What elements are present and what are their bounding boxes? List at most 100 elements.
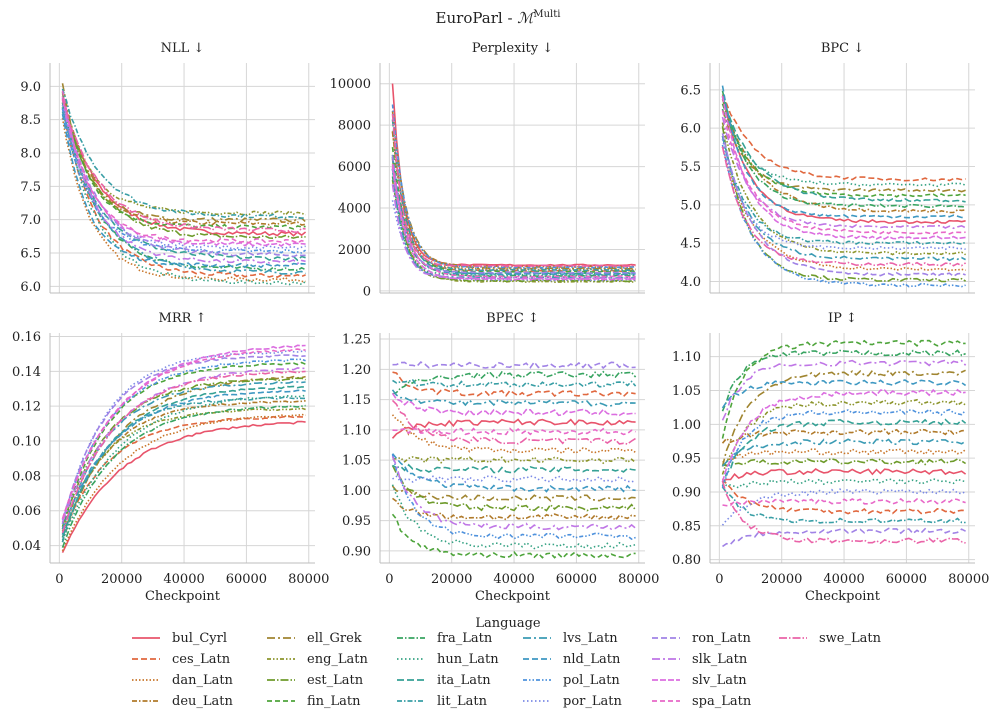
legend-label: slv_Latn [692,673,747,688]
y-tick-label: 2000 [338,243,371,258]
series-line-slv_Latn [721,388,966,483]
series-line-ell_Grek [391,485,636,502]
legend-item-deu_Latn: deu_Latn [132,694,233,709]
x-tick-label: 60000 [886,572,927,587]
legend-item-nld_Latn: nld_Latn [523,652,621,667]
y-tick-label: 0.90 [342,544,371,559]
series-line-fra_Latn [721,90,966,209]
series-line-hun_Latn [721,108,966,188]
series-line-por_Latn [721,488,966,526]
series-line-fin_Latn [391,513,636,560]
series-line-ita_Latn [392,463,636,474]
x-tick-label: 40000 [493,572,534,587]
panel-title: MRR ↑ [159,311,207,326]
y-tick-label: 0.80 [672,553,701,568]
legend-item-dan_Latn: dan_Latn [132,673,234,688]
chart-panel-1: NLL ↓ 6.0 6.5 7.0 7.5 8.0 8.5 9.0 [20,41,315,295]
chart-panel-4: MRR ↑ 0.04 0.06 0.08 0.10 0.12 0.14 0.16 0 20000 4… [12,311,329,604]
x-axis-label: Checkpoint [475,589,551,604]
series-line-por_Latn [392,475,636,484]
legend-label: deu_Latn [172,694,233,709]
chart-panel-3: BPC ↓ 4.0 4.5 5.0 5.5 6.0 6.5 [680,41,975,294]
y-tick-label: 0.08 [12,469,41,484]
x-tick-label: 20000 [101,572,142,587]
x-tick-label: 80000 [618,572,659,587]
y-tick-label: 1.10 [672,350,701,365]
series-line-lit_Latn [721,486,966,525]
series-line-ces_Latn [392,371,636,398]
legend-label: ron_Latn [692,631,752,646]
series-line-ell_Grek [721,369,966,467]
series-line-eng_Latn [721,122,967,256]
y-tick-label: 5.0 [680,198,701,213]
series-line-eng_Latn [61,407,306,532]
series-line-deu_Latn [61,93,306,226]
series-line-dan_Latn [721,146,966,272]
series-line-lit_Latn [392,378,637,388]
series-line-fin_Latn [61,91,306,230]
series-line-dan_Latn [722,448,967,463]
series-line-por_Latn [391,200,636,282]
series-line-eng_Latn [61,96,306,216]
series-line-ita_Latn [391,119,636,275]
legend-item-lit_Latn: lit_Latn [397,694,488,709]
chart-panel-5: BPEC ↕ 0.90 0.95 1.00 1.05 1.10 1.15 1.20 1.25 0 2… [342,311,659,604]
legend-item-ces_Latn: ces_Latn [132,652,231,667]
series-line-hun_Latn [391,169,636,277]
series-line-swe_Latn [61,370,306,534]
series-line-spa_Latn [61,348,306,519]
y-tick-label: 1.10 [342,423,371,438]
series-line-ron_Latn [392,360,636,370]
series-line-eng_Latn [392,455,637,465]
y-tick-label: 8.5 [20,113,41,128]
series-line-slv_Latn [391,392,636,417]
y-tick-label: 0 [363,284,371,299]
y-tick-label: 0.04 [12,539,41,554]
series-line-spa_Latn [391,164,636,279]
x-tick-label: 80000 [288,572,329,587]
y-tick-label: 1.15 [342,393,371,408]
x-tick-label: 60000 [226,572,267,587]
series-line-slv_Latn [391,166,636,281]
series-line-dan_Latn [61,413,306,552]
legend-item-slv_Latn: slv_Latn [652,673,747,688]
series-line-swe_Latn [391,399,637,445]
series-line-deu_Latn [721,428,966,444]
series-line-swe_Latn [721,146,967,267]
legend-label: est_Latn [307,673,364,688]
chart-panel-2: Perplexity ↓ 0 2000 4000 6000 8000 10000 [330,41,645,299]
y-tick-label: 0.10 [12,435,41,450]
y-tick-label: 0.95 [672,452,701,467]
series-line-est_Latn [721,126,967,283]
series-line-nld_Latn [61,389,306,530]
y-tick-label: 0.14 [12,365,41,380]
series-line-por_Latn [61,104,306,251]
panel-title: IP ↕ [828,311,857,326]
y-tick-label: 0.95 [342,514,371,529]
legend-item-hun_Latn: hun_Latn [397,652,499,667]
legend-title: Language [475,616,541,631]
series-line-deu_Latn [392,497,636,522]
legend-label: slk_Latn [692,652,748,667]
series-line-bul_Cyrl [391,418,636,439]
legend: Language bul_Cyrl ces_Latn dan_Latn deu_Lat… [132,616,882,709]
series-line-nld_Latn [61,113,306,269]
series-line-por_Latn [61,350,306,525]
y-tick-label: 0.16 [12,330,41,345]
series-line-fin_Latn [61,361,306,530]
y-tick-label: 4.0 [680,275,701,290]
y-tick-label: 1.00 [342,484,371,499]
series-line-swe_Latn [61,98,306,234]
legend-item-slk_Latn: slk_Latn [652,652,748,667]
series-line-fra_Latn [61,404,306,548]
x-axis-label: Checkpoint [145,589,221,604]
series-line-pol_Latn [61,358,306,520]
series-line-ron_Latn [391,155,636,274]
legend-label: lvs_Latn [563,631,618,646]
y-tick-label: 8000 [338,119,371,134]
legend-item-lvs_Latn: lvs_Latn [523,631,618,646]
series-line-est_Latn [61,102,306,240]
series-line-ces_Latn [61,415,306,535]
y-tick-label: 0.06 [12,504,41,519]
